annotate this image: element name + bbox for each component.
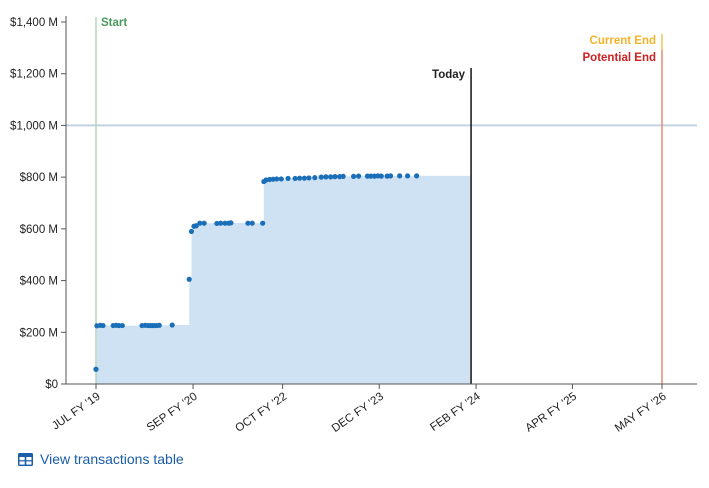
- data-point: [193, 223, 199, 229]
- data-point: [260, 220, 266, 226]
- data-point: [169, 322, 175, 328]
- axes: [61, 16, 697, 389]
- marker-lines: [95, 17, 663, 384]
- y-tick-label: $800 M: [20, 172, 58, 184]
- x-tick-label: FEB FY '24: [428, 390, 483, 434]
- view-transactions-table-label: View transactions table: [40, 451, 184, 467]
- spending-area: [96, 175, 472, 384]
- data-point: [368, 173, 374, 179]
- x-tick-label: DEC FY '23: [330, 391, 386, 435]
- data-point: [119, 322, 125, 329]
- data-point: [201, 220, 207, 226]
- data-point: [323, 174, 329, 180]
- data-point: [100, 322, 106, 329]
- data-point: [306, 175, 312, 181]
- current-end-label: Current End: [590, 35, 656, 47]
- data-point: [355, 173, 362, 179]
- data-point: [312, 175, 318, 181]
- x-tick-label: MAY FY '26: [613, 391, 669, 435]
- data-point: [285, 175, 291, 182]
- x-tick-label: SEP FY '20: [145, 391, 200, 434]
- data-point: [318, 174, 324, 180]
- table-icon: [18, 452, 33, 466]
- y-tick-label: $0: [45, 379, 58, 391]
- data-point: [228, 220, 234, 226]
- view-transactions-table-link[interactable]: View transactions table: [18, 451, 184, 467]
- data-points: [93, 173, 420, 372]
- data-point: [186, 276, 192, 282]
- award-spending-chart: Start Today Current End Potential End $0 $200…: [10, 16, 697, 435]
- data-point: [93, 366, 99, 372]
- data-point: [404, 173, 411, 179]
- data-point: [414, 173, 420, 179]
- data-point: [397, 173, 403, 179]
- data-point: [222, 220, 228, 226]
- data-point: [156, 322, 162, 328]
- y-tick-label: $400 M: [20, 276, 58, 288]
- y-tick-label: $1,400 M: [10, 17, 58, 29]
- data-point: [332, 174, 338, 180]
- data-point: [328, 174, 334, 180]
- data-point: [245, 220, 251, 226]
- data-point: [292, 175, 298, 182]
- data-point: [378, 173, 384, 179]
- data-point: [301, 175, 307, 181]
- x-tick-label: OCT FY '22: [233, 391, 289, 435]
- data-point: [214, 220, 220, 227]
- today-label: Today: [432, 69, 466, 81]
- x-tick-label: APR FY '25: [524, 391, 580, 435]
- data-point: [297, 175, 303, 181]
- data-point: [351, 173, 357, 179]
- data-point: [249, 220, 255, 226]
- data-point: [387, 173, 394, 179]
- x-tick-label: JUL FY '19: [50, 391, 103, 433]
- y-tick-label: $200 M: [20, 327, 58, 339]
- area-layer: [96, 175, 472, 384]
- data-point: [197, 220, 203, 226]
- data-point: [218, 220, 224, 226]
- y-tick-label: $1,200 M: [10, 69, 58, 81]
- data-point: [274, 176, 280, 182]
- y-tick-label: $600 M: [20, 224, 58, 236]
- y-tick-label: $1,000 M: [10, 120, 58, 132]
- data-point: [188, 228, 195, 235]
- data-point: [340, 173, 346, 179]
- data-point: [278, 176, 284, 182]
- potential-end-label: Potential End: [583, 52, 656, 64]
- start-label: Start: [101, 17, 127, 29]
